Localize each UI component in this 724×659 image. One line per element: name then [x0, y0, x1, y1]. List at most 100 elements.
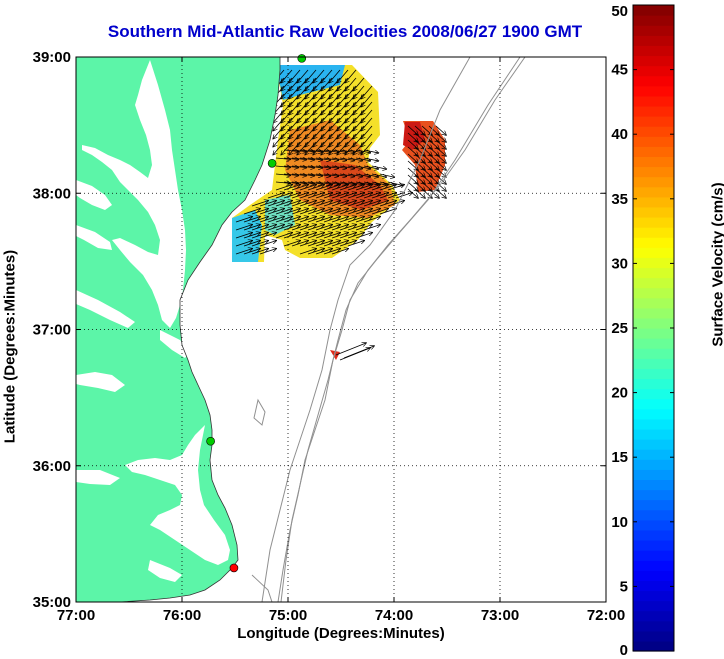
velocity-vector: [297, 133, 309, 147]
velocity-vector: [289, 141, 301, 155]
colorbar-tick-label: 50: [611, 3, 628, 20]
velocity-vector: [275, 185, 292, 191]
velocity-vector: [414, 146, 425, 156]
velocity-vector: [435, 181, 446, 191]
velocity-vector: [428, 125, 439, 135]
velocity-vector: [339, 217, 356, 223]
colorbar-tick-label: 35: [611, 191, 628, 208]
colorbar-step: [633, 267, 674, 279]
x-tick-label: 73:00: [481, 607, 519, 624]
velocity-vector: [323, 174, 338, 176]
velocity-vector: [329, 77, 341, 91]
velocity-vector: [331, 193, 348, 199]
colorbar-tick-label: 10: [611, 514, 628, 531]
velocity-vector: [337, 125, 349, 139]
velocity-vector: [345, 69, 357, 83]
velocity-vector: [337, 93, 349, 107]
velocity-vector: [243, 249, 260, 255]
velocity-vector: [329, 85, 341, 99]
velocity-vector: [371, 201, 388, 207]
velocity-vector: [428, 167, 439, 177]
velocity-vector: [313, 93, 325, 107]
velocity-vector: [407, 153, 418, 163]
velocity-vector: [345, 77, 357, 91]
velocity-vector: [361, 85, 373, 99]
colorbar-step: [633, 146, 674, 158]
velocity-vector: [321, 77, 333, 91]
velocity-vector: [345, 109, 357, 123]
colorbar-step: [633, 600, 674, 612]
velocity-vector: [339, 166, 354, 169]
velocity-vector: [299, 233, 316, 239]
velocity-vector: [329, 133, 341, 147]
velocity-vector: [235, 241, 252, 247]
velocity-vector: [407, 146, 418, 156]
radar-site-marker: [206, 436, 215, 446]
velocity-vector: [353, 133, 365, 147]
velocity-vector: [331, 185, 348, 191]
colorbar-step: [633, 640, 674, 652]
colorbar-step: [633, 428, 674, 440]
velocity-vector: [355, 149, 370, 153]
colorbar-tick-label: 40: [611, 126, 628, 143]
velocity-vector: [273, 141, 285, 155]
velocity-vector: [339, 209, 356, 215]
velocity-vector: [395, 193, 412, 199]
velocity-vector: [347, 158, 362, 161]
colorbar-step: [633, 166, 674, 178]
colorbar-step: [633, 590, 674, 602]
colorbar-step: [633, 479, 674, 491]
velocity-vector: [353, 117, 365, 131]
velocity-vector: [421, 153, 432, 163]
velocity-vector: [291, 209, 308, 215]
colorbar-tick-label: 45: [611, 62, 628, 79]
velocity-vector: [363, 185, 380, 191]
velocity-vector: [243, 233, 260, 239]
colorbar-step: [633, 95, 674, 107]
velocity-vector: [323, 241, 340, 247]
colorbar-step: [633, 257, 674, 269]
velocity-vector: [251, 217, 268, 223]
velocity-vector: [421, 167, 432, 177]
velocity-vector: [363, 217, 380, 223]
velocity-vector: [339, 150, 354, 153]
velocity-vector: [407, 125, 418, 135]
velocity-vector: [428, 188, 439, 198]
velocity-vector: [347, 193, 364, 199]
velocity-vector: [251, 241, 268, 247]
velocity-vector: [355, 173, 370, 177]
velocity-vector: [335, 343, 366, 356]
colorbar-step: [633, 630, 674, 642]
x-axis-label: Longitude (Degrees:Minutes): [237, 625, 445, 642]
x-tick-label: 74:00: [375, 607, 413, 624]
velocity-vector: [428, 160, 439, 170]
velocity-vector: [347, 209, 364, 215]
velocity-vector: [313, 69, 325, 83]
colorbar-tick-label: 20: [611, 385, 628, 402]
velocity-vector: [339, 233, 356, 239]
velocity-vector: [339, 174, 354, 177]
velocity-vector: [299, 150, 314, 152]
velocity-vector: [421, 146, 432, 156]
x-tick-label: 76:00: [163, 607, 201, 624]
radar-sites: [206, 54, 307, 573]
colorbar: [632, 4, 675, 652]
velocity-vector: [414, 139, 425, 149]
velocity-vector: [315, 201, 332, 207]
velocity-vector: [331, 225, 348, 231]
colorbar-tick-label: 25: [611, 320, 628, 337]
velocity-vector: [299, 185, 316, 191]
velocity-vector: [243, 241, 260, 247]
velocity-vector: [421, 160, 432, 170]
x-tick-label: 72:00: [587, 607, 625, 624]
velocity-vector: [297, 109, 309, 123]
velocity-vector: [305, 133, 317, 147]
velocity-vector: [371, 173, 386, 177]
velocity-vector: [329, 101, 341, 115]
velocity-vector: [387, 193, 404, 199]
velocity-vector: [289, 133, 301, 147]
velocity-vector: [299, 158, 314, 160]
colorbar-step: [633, 499, 674, 511]
velocity-vector: [361, 109, 373, 123]
colorbar-step: [633, 378, 674, 390]
